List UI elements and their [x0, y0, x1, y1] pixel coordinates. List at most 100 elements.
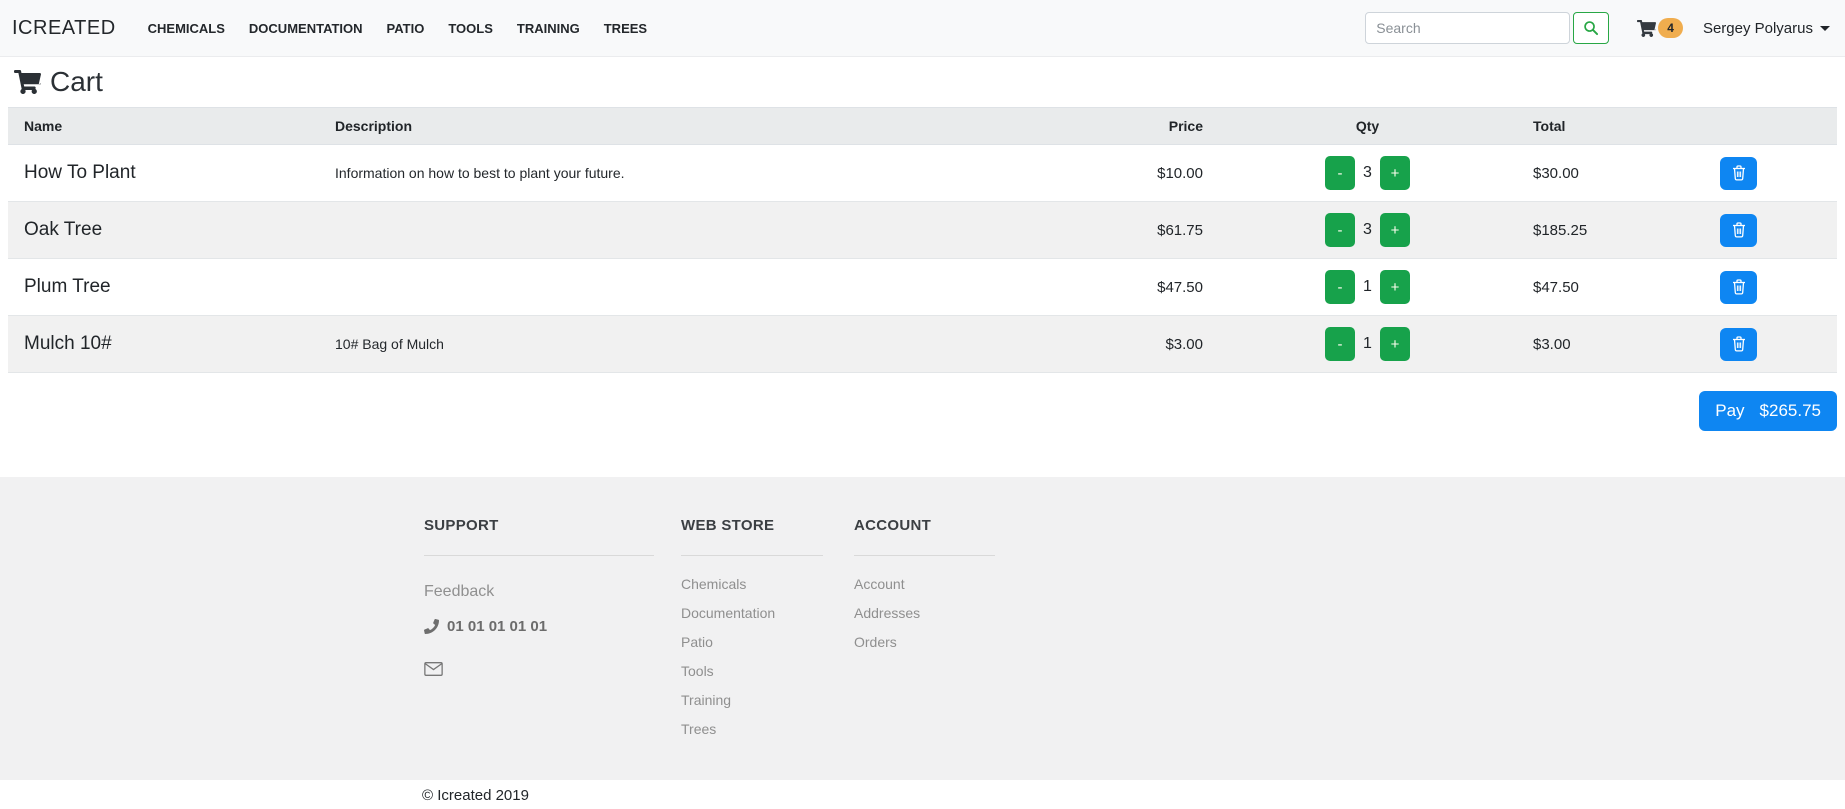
trash-icon: [1732, 222, 1746, 238]
qty-decrease-button[interactable]: -: [1325, 270, 1356, 304]
copyright-text: © Icreated 2019: [422, 787, 529, 804]
delete-item-button[interactable]: [1720, 213, 1757, 247]
navbar: ICREATED CHEMICALS DOCUMENTATION PATIO T…: [0, 0, 1845, 57]
brand-logo[interactable]: ICREATED: [12, 16, 116, 39]
search-icon: [1583, 20, 1599, 36]
footer-support-column: SUPPORT Feedback 01 01 01 01 01: [424, 517, 654, 750]
item-name: Oak Tree: [8, 201, 327, 259]
footer-support-title: SUPPORT: [424, 517, 499, 534]
column-header-qty: Qty: [1215, 107, 1520, 145]
divider: [854, 555, 995, 556]
qty-stepper: - 1 +: [1223, 327, 1512, 361]
footer-link-training[interactable]: Training: [681, 692, 732, 708]
cart-count-badge: 4: [1658, 18, 1683, 38]
item-price: $10.00: [1085, 144, 1215, 202]
main-nav: CHEMICALS DOCUMENTATION PATIO TOOLS TRAI…: [140, 21, 663, 36]
cart-title-icon: [14, 70, 41, 94]
cart-table: Name Description Price Qty Total How To …: [8, 107, 1837, 373]
qty-increase-button[interactable]: +: [1379, 156, 1410, 190]
feedback-link[interactable]: Feedback: [424, 583, 495, 600]
item-description: [327, 201, 1085, 259]
footer-link-patio[interactable]: Patio: [681, 634, 713, 650]
column-header-price: Price: [1085, 107, 1215, 145]
item-total: $47.50: [1520, 258, 1700, 316]
footer-link-addresses[interactable]: Addresses: [854, 605, 921, 621]
item-total: $3.00: [1520, 315, 1700, 373]
page-title: Cart: [50, 66, 103, 97]
footer-webstore-column: WEB STORE Chemicals Documentation Patio …: [681, 517, 823, 750]
site-footer: SUPPORT Feedback 01 01 01 01 01: [0, 477, 1845, 780]
qty-value: 1: [1363, 278, 1372, 295]
search-input[interactable]: [1365, 12, 1571, 44]
footer-link-documentation[interactable]: Documentation: [681, 605, 776, 621]
table-row: Plum Tree $47.50 - 1 + $47.50: [8, 258, 1837, 316]
page-head: Cart: [0, 57, 1845, 107]
qty-decrease-button[interactable]: -: [1325, 327, 1356, 361]
pay-label: Pay: [1715, 401, 1745, 420]
pay-amount: $265.75: [1759, 401, 1821, 420]
qty-increase-button[interactable]: +: [1379, 213, 1410, 247]
search-button[interactable]: [1573, 12, 1610, 44]
footer-link-chemicals[interactable]: Chemicals: [681, 576, 747, 592]
navbar-right: 4 Sergey Polyarus: [1365, 12, 1830, 44]
nav-item-chemicals[interactable]: CHEMICALS: [147, 20, 225, 36]
item-price: $47.50: [1085, 258, 1215, 316]
item-name: Plum Tree: [8, 258, 327, 316]
phone-number: 01 01 01 01 01: [447, 618, 548, 635]
item-price: $3.00: [1085, 315, 1215, 373]
trash-icon: [1732, 279, 1746, 295]
item-price: $61.75: [1085, 201, 1215, 259]
qty-decrease-button[interactable]: -: [1325, 156, 1356, 190]
phone-link[interactable]: 01 01 01 01 01: [424, 618, 654, 635]
column-header-actions: [1700, 107, 1837, 145]
item-name: Mulch 10#: [8, 315, 327, 373]
nav-item-tools[interactable]: TOOLS: [448, 20, 493, 36]
trash-icon: [1732, 336, 1746, 352]
cart-nav-button[interactable]: 4: [1637, 18, 1683, 38]
nav-item-training[interactable]: TRAINING: [516, 20, 580, 36]
qty-value: 1: [1363, 335, 1372, 352]
table-row: Mulch 10# 10# Bag of Mulch $3.00 - 1 + $…: [8, 315, 1837, 373]
footer-link-orders[interactable]: Orders: [854, 634, 897, 650]
nav-item-patio[interactable]: PATIO: [386, 20, 425, 36]
pay-button[interactable]: Pay $265.75: [1699, 391, 1837, 431]
delete-item-button[interactable]: [1720, 327, 1757, 361]
chevron-down-icon: [1820, 25, 1830, 31]
item-total: $30.00: [1520, 144, 1700, 202]
table-header-row: Name Description Price Qty Total: [8, 107, 1837, 145]
footer-link-account[interactable]: Account: [854, 576, 905, 592]
column-header-total: Total: [1520, 107, 1700, 145]
delete-item-button[interactable]: [1720, 270, 1757, 304]
pay-row: Pay $265.75: [0, 391, 1837, 431]
qty-stepper: - 3 +: [1223, 156, 1512, 190]
footer-link-trees[interactable]: Trees: [681, 721, 717, 737]
item-description: [327, 258, 1085, 316]
qty-value: 3: [1363, 221, 1372, 238]
footer-account-title: ACCOUNT: [854, 517, 932, 534]
envelope-icon: [424, 662, 654, 676]
footer-link-tools[interactable]: Tools: [681, 663, 714, 679]
cart-icon: [1637, 19, 1657, 37]
trash-icon: [1732, 165, 1746, 181]
footer-webstore-title: WEB STORE: [681, 517, 775, 534]
item-total: $185.25: [1520, 201, 1700, 259]
footer-account-column: ACCOUNT Account Addresses Orders: [854, 517, 995, 750]
qty-value: 3: [1363, 164, 1372, 181]
table-row: Oak Tree $61.75 - 3 + $185.25: [8, 201, 1837, 259]
column-header-description: Description: [327, 107, 1085, 145]
user-menu-button[interactable]: Sergey Polyarus: [1703, 20, 1830, 37]
delete-item-button[interactable]: [1720, 156, 1757, 190]
nav-item-documentation[interactable]: DOCUMENTATION: [248, 20, 363, 36]
phone-icon: [424, 619, 439, 634]
item-description: 10# Bag of Mulch: [327, 315, 1085, 373]
copyright-bar: © Icreated 2019: [0, 780, 1845, 809]
email-link[interactable]: [424, 662, 654, 676]
qty-increase-button[interactable]: +: [1379, 270, 1410, 304]
nav-item-trees[interactable]: TREES: [603, 20, 648, 36]
divider: [424, 555, 654, 556]
item-name: How To Plant: [8, 144, 327, 202]
qty-increase-button[interactable]: +: [1379, 327, 1410, 361]
qty-stepper: - 1 +: [1223, 270, 1512, 304]
table-row: How To Plant Information on how to best …: [8, 144, 1837, 202]
qty-decrease-button[interactable]: -: [1325, 213, 1356, 247]
